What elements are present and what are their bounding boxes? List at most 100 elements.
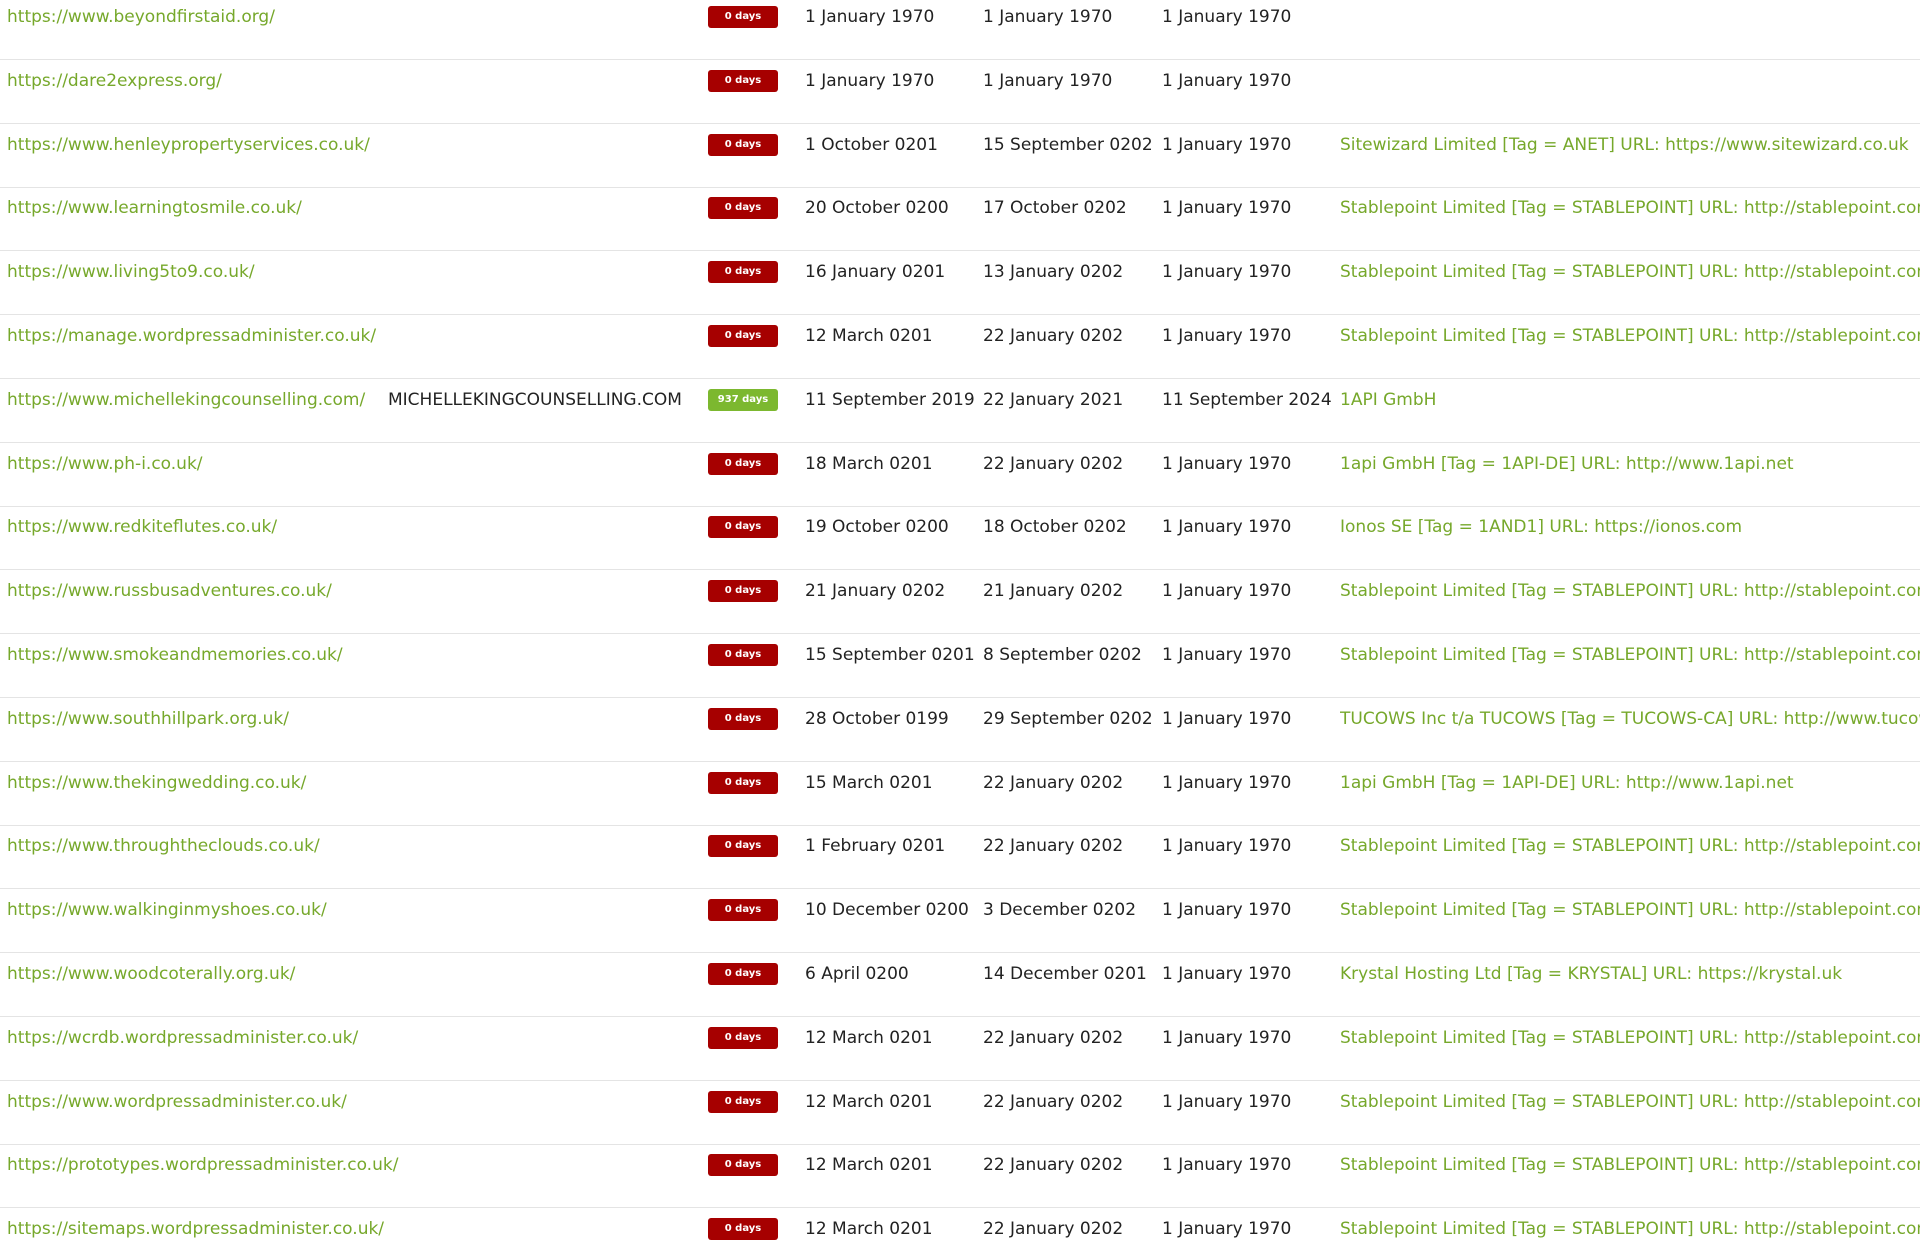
date-created: 12 March 0201 (805, 1091, 933, 1112)
table-row: https://www.russbusadventures.co.uk/0 da… (0, 570, 1920, 635)
date-created: 16 January 0201 (805, 262, 946, 283)
date-expiry: 1 January 1970 (1162, 1091, 1292, 1112)
date-expiry: 1 January 1970 (1162, 262, 1292, 283)
date-created: 12 March 0201 (805, 326, 933, 346)
date-expiry: 1 January 1970 (1162, 7, 1292, 27)
date-expiry: 1 January 1970 (1162, 708, 1292, 729)
site-url[interactable]: https://sitemaps.wordpressadminister.co.… (7, 1219, 385, 1240)
date-expiry: 1 January 1970 (1162, 1155, 1292, 1176)
days-badge: 0 days (708, 69, 778, 92)
registrar[interactable]: Stablepoint Limited [Tag = STABLEPOINT] … (1340, 326, 1920, 346)
date-expiry: 1 January 1970 (1162, 581, 1292, 602)
table-row: https://wcrdb.wordpressadminister.co.uk/… (0, 1017, 1920, 1081)
table-row: https://www.thekingwedding.co.uk/0 days 1… (0, 762, 1920, 826)
table-row: https://dare2express.org/0 days 1 January… (0, 60, 1920, 124)
registrar[interactable]: 1api GmbH [Tag = 1API-DE] URL: http://ww… (1340, 772, 1794, 793)
site-url[interactable]: https://www.living5to9.co.uk/ (7, 262, 255, 283)
date-updated: 13 January 0202 (983, 262, 1124, 283)
table-row: https://www.henleypropertyservices.co.uk… (0, 124, 1920, 188)
date-created: 15 March 0201 (805, 772, 933, 793)
site-url[interactable]: https://www.southhillpark.org.uk/ (7, 708, 289, 729)
registrar[interactable]: Krystal Hosting Ltd [Tag = KRYSTAL] URL:… (1340, 964, 1843, 984)
days-badge: 0 days (708, 771, 778, 794)
date-created: 10 December 0200 (805, 900, 969, 921)
days-badge: 0 days (708, 963, 778, 985)
date-updated: 22 January 0202 (983, 772, 1124, 793)
table-row: https://www.michellekingcounselling.com/… (0, 379, 1920, 443)
registrar[interactable]: Stablepoint Limited [Tag = STABLEPOINT] … (1340, 900, 1920, 921)
days-badge: 0 days (708, 325, 778, 347)
registrar[interactable]: Stablepoint Limited [Tag = STABLEPOINT] … (1340, 1027, 1920, 1048)
site-url[interactable]: https://www.learningtosmile.co.uk/ (7, 198, 302, 219)
registrar[interactable]: Stablepoint Limited [Tag = STABLEPOINT] … (1340, 836, 1920, 857)
date-created: 12 March 0201 (805, 1027, 933, 1048)
date-expiry: 1 January 1970 (1162, 964, 1292, 984)
days-badge: 0 days (708, 133, 778, 156)
date-expiry: 1 January 1970 (1162, 836, 1292, 857)
site-url[interactable]: https://wcrdb.wordpressadminister.co.uk/ (7, 1027, 359, 1048)
registrar[interactable]: 1API GmbH (1340, 389, 1437, 410)
site-url[interactable]: https://dare2express.org/ (7, 70, 222, 91)
table-row: https://sitemaps.wordpressadminister.co.… (0, 1208, 1920, 1246)
table-row: https://www.woodcoterally.org.uk/0 days 6… (0, 953, 1920, 1017)
site-url[interactable]: https://www.throughtheclouds.co.uk/ (7, 836, 320, 857)
days-badge: 0 days (708, 6, 778, 28)
table-row: https://www.ph-i.co.uk/0 days 18 March 02… (0, 443, 1920, 507)
date-expiry: 1 January 1970 (1162, 772, 1292, 793)
site-url[interactable]: https://www.redkiteflutes.co.uk/ (7, 517, 278, 538)
date-created: 21 January 0202 (805, 581, 946, 602)
site-url[interactable]: https://www.beyondfirstaid.org/ (7, 7, 275, 27)
registrar[interactable]: Stablepoint Limited [Tag = STABLEPOINT] … (1340, 581, 1920, 602)
site-url[interactable]: https://www.smokeandmemories.co.uk/ (7, 645, 343, 665)
date-updated: 22 January 0202 (983, 453, 1124, 474)
date-updated: 22 January 0202 (983, 326, 1124, 346)
table-row: https://www.learningtosmile.co.uk/0 days… (0, 187, 1920, 252)
registrar[interactable]: Ionos SE [Tag = 1AND1] URL: https://iono… (1340, 517, 1743, 538)
site-url[interactable]: https://www.wordpressadminister.co.uk/ (7, 1091, 347, 1112)
days-badge: 0 days (708, 835, 778, 858)
date-updated: 22 January 0202 (983, 1091, 1124, 1112)
table-row: https://www.living5to9.co.uk/0 days 16 Ja… (0, 251, 1920, 316)
registrar[interactable]: 1api GmbH [Tag = 1API-DE] URL: http://ww… (1340, 453, 1794, 474)
site-url[interactable]: https://www.ph-i.co.uk/ (7, 453, 203, 474)
days-badge: 0 days (708, 197, 778, 220)
site-url[interactable]: https://www.thekingwedding.co.uk/ (7, 772, 307, 793)
date-expiry: 1 January 1970 (1162, 134, 1292, 155)
days-badge: 0 days (708, 261, 778, 284)
date-updated: 15 September 0202 (983, 134, 1153, 155)
date-updated: 14 December 0201 (983, 964, 1147, 984)
registrar[interactable]: Stablepoint Limited [Tag = STABLEPOINT] … (1340, 1219, 1920, 1240)
days-badge: 0 days (708, 452, 778, 475)
days-badge: 0 days (708, 1154, 778, 1177)
registrar[interactable]: Stablepoint Limited [Tag = STABLEPOINT] … (1340, 1155, 1920, 1176)
date-updated: 29 September 0202 (983, 708, 1153, 729)
date-created: 1 January 1970 (805, 70, 935, 91)
date-updated: 1 January 1970 (983, 70, 1113, 91)
date-updated: 18 October 0202 (983, 517, 1127, 538)
date-updated: 17 October 0202 (983, 198, 1127, 219)
site-url[interactable]: https://prototypes.wordpressadminister.c… (7, 1155, 399, 1176)
registrar[interactable]: Sitewizard Limited [Tag = ANET] URL: htt… (1340, 134, 1909, 155)
site-url[interactable]: https://www.woodcoterally.org.uk/ (7, 964, 296, 984)
table-row: https://www.southhillpark.org.uk/0 days 2… (0, 698, 1920, 762)
table-row: https://www.walkinginmyshoes.co.uk/0 day… (0, 889, 1920, 954)
table-row: https://www.beyondfirstaid.org/0 days 1 J… (0, 0, 1920, 60)
date-updated: 8 September 0202 (983, 645, 1142, 665)
date-updated: 21 January 0202 (983, 581, 1124, 602)
days-badge: 0 days (708, 707, 778, 730)
site-url[interactable]: https://www.henleypropertyservices.co.uk… (7, 134, 370, 155)
site-url[interactable]: https://www.walkinginmyshoes.co.uk/ (7, 900, 327, 921)
registrar[interactable]: Stablepoint Limited [Tag = STABLEPOINT] … (1340, 198, 1920, 219)
registrar[interactable]: Stablepoint Limited [Tag = STABLEPOINT] … (1340, 262, 1920, 283)
date-created: 6 April 0200 (805, 964, 909, 984)
registrar[interactable]: Stablepoint Limited [Tag = STABLEPOINT] … (1340, 1091, 1920, 1112)
registrar[interactable]: TUCOWS Inc t/a TUCOWS [Tag = TUCOWS-CA] … (1340, 708, 1920, 729)
days-badge: 937 days (708, 388, 778, 411)
site-url[interactable]: https://manage.wordpressadminister.co.uk… (7, 326, 377, 346)
site-url[interactable]: https://www.russbusadventures.co.uk/ (7, 581, 332, 602)
registrar[interactable]: Stablepoint Limited [Tag = STABLEPOINT] … (1340, 645, 1920, 665)
date-expiry: 11 September 2024 (1162, 389, 1332, 410)
days-badge: 0 days (708, 899, 778, 922)
site-url[interactable]: https://www.michellekingcounselling.com/ (7, 389, 366, 410)
